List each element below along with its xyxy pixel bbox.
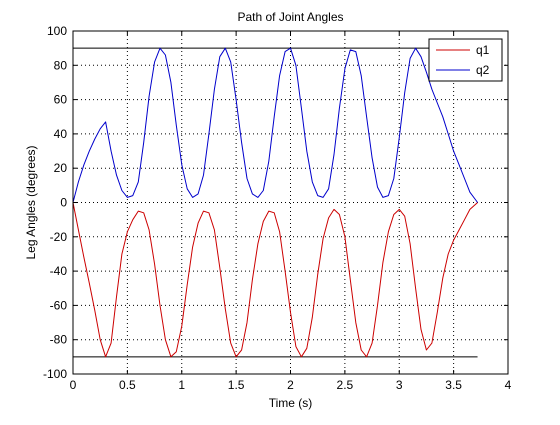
chart-title: Path of Joint Angles (237, 10, 343, 24)
legend-label-q1: q1 (476, 43, 490, 57)
y-tick-label: -60 (50, 298, 68, 312)
legend-box (428, 38, 503, 82)
series-layer (72, 47, 479, 358)
grid (73, 31, 508, 374)
y-tick-label: -40 (50, 264, 68, 278)
x-tick-label: 0.5 (119, 378, 136, 392)
legend: q1 q2 (428, 38, 503, 82)
y-tick-label: 60 (54, 93, 68, 107)
reference-lines (73, 47, 478, 358)
x-ticks: 0 0.5 1 1.5 2 2.5 3 3.5 4 (70, 31, 512, 392)
y-tick-label: 100 (47, 24, 67, 38)
x-axis-label: Time (s) (269, 396, 313, 410)
y-tick-label: 40 (54, 127, 68, 141)
x-tick-label: 2 (287, 378, 294, 392)
y-tick-label: 0 (60, 196, 67, 210)
series-line-q1 (72, 202, 478, 358)
y-tick-label: -80 (50, 333, 68, 347)
x-tick-label: 3.5 (445, 378, 462, 392)
series-line-q2 (72, 47, 479, 203)
y-ticks: 100 80 60 40 20 0 -20 -40 -60 -80 -100 (43, 24, 508, 381)
y-tick-label: -100 (43, 367, 67, 381)
y-tick-label: 80 (54, 58, 68, 72)
x-tick-label: 1 (178, 378, 185, 392)
legend-label-q2: q2 (476, 63, 490, 77)
x-tick-label: 3 (396, 378, 403, 392)
x-tick-label: 1.5 (228, 378, 245, 392)
x-tick-label: 4 (505, 378, 512, 392)
y-tick-label: 20 (54, 161, 68, 175)
y-tick-label: -20 (50, 230, 68, 244)
plot-area (73, 31, 508, 374)
y-axis-label: Leg Angles (degrees) (24, 145, 38, 259)
x-tick-label: 2.5 (337, 378, 354, 392)
x-tick-label: 0 (70, 378, 77, 392)
